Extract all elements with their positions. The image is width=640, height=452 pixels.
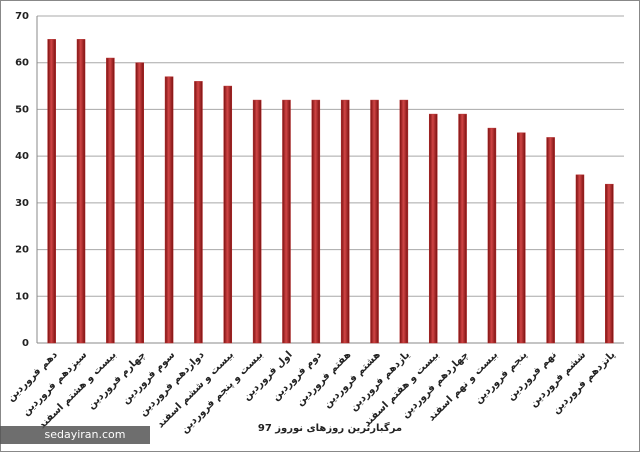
bar xyxy=(370,99,379,344)
bar xyxy=(76,39,86,344)
bar xyxy=(458,113,467,344)
bar xyxy=(311,99,321,344)
bar xyxy=(194,81,203,344)
bar xyxy=(605,183,614,344)
watermark-bg xyxy=(0,426,150,444)
y-tick-label: 60 xyxy=(15,58,29,69)
y-tick-label: 70 xyxy=(15,11,29,22)
y-tick-label: 40 xyxy=(15,151,29,162)
bar xyxy=(252,99,262,344)
bar xyxy=(428,113,438,344)
watermark: sedayiran.com xyxy=(44,428,125,441)
bar xyxy=(223,85,233,344)
bar xyxy=(399,99,409,344)
y-tick-label: 50 xyxy=(15,104,29,115)
bar xyxy=(164,76,174,344)
bar xyxy=(546,137,555,344)
bar xyxy=(487,127,497,344)
y-tick-label: 30 xyxy=(15,198,29,209)
bar xyxy=(135,62,144,344)
y-tick-label: 0 xyxy=(22,338,29,349)
bar xyxy=(282,99,291,344)
bar xyxy=(575,174,585,344)
bar xyxy=(340,99,350,344)
y-tick-label: 20 xyxy=(15,245,29,256)
chart-title: مرگبارترین روزهای نوروز 97 xyxy=(258,421,402,434)
bar xyxy=(517,132,526,344)
y-tick-label: 10 xyxy=(15,291,29,302)
bar xyxy=(47,39,56,344)
bar xyxy=(106,57,115,344)
